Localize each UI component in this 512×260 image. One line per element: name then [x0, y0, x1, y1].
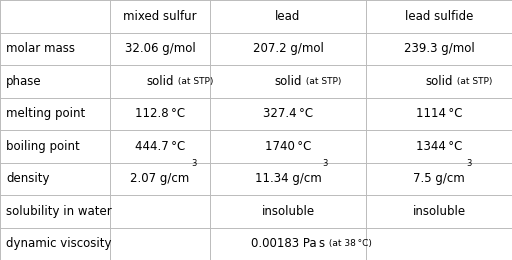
Text: (at STP): (at STP): [175, 77, 214, 86]
Text: 3: 3: [191, 159, 197, 168]
Text: solubility in water: solubility in water: [6, 205, 112, 218]
Text: solid: solid: [274, 75, 302, 88]
Text: 112.8 °C: 112.8 °C: [135, 107, 185, 120]
Text: solid: solid: [425, 75, 453, 88]
Text: 1344 °C: 1344 °C: [416, 140, 462, 153]
Text: 7.5 g/cm: 7.5 g/cm: [413, 172, 465, 185]
Text: melting point: melting point: [6, 107, 86, 120]
Text: mixed sulfur: mixed sulfur: [123, 10, 197, 23]
Text: lead sulfide: lead sulfide: [405, 10, 473, 23]
Text: 1740 °C: 1740 °C: [265, 140, 311, 153]
Text: lead: lead: [275, 10, 301, 23]
Text: 327.4 °C: 327.4 °C: [263, 107, 313, 120]
Text: (at STP): (at STP): [303, 77, 342, 86]
Text: (at STP): (at STP): [454, 77, 493, 86]
Text: boiling point: boiling point: [6, 140, 80, 153]
Text: insoluble: insoluble: [262, 205, 314, 218]
Text: density: density: [6, 172, 50, 185]
Text: 1114 °C: 1114 °C: [416, 107, 462, 120]
Text: (at 38 °C): (at 38 °C): [327, 239, 372, 248]
Text: molar mass: molar mass: [6, 42, 75, 55]
Text: 0.00183 Pa s: 0.00183 Pa s: [251, 237, 325, 250]
Text: 11.34 g/cm: 11.34 g/cm: [254, 172, 322, 185]
Text: phase: phase: [6, 75, 42, 88]
Text: 3: 3: [466, 159, 472, 168]
Text: 2.07 g/cm: 2.07 g/cm: [131, 172, 189, 185]
Text: 3: 3: [323, 159, 328, 168]
Text: insoluble: insoluble: [413, 205, 465, 218]
Text: 444.7 °C: 444.7 °C: [135, 140, 185, 153]
Text: 207.2 g/mol: 207.2 g/mol: [252, 42, 324, 55]
Text: 239.3 g/mol: 239.3 g/mol: [403, 42, 475, 55]
Text: 32.06 g/mol: 32.06 g/mol: [124, 42, 196, 55]
Text: solid: solid: [146, 75, 174, 88]
Text: dynamic viscosity: dynamic viscosity: [6, 237, 112, 250]
